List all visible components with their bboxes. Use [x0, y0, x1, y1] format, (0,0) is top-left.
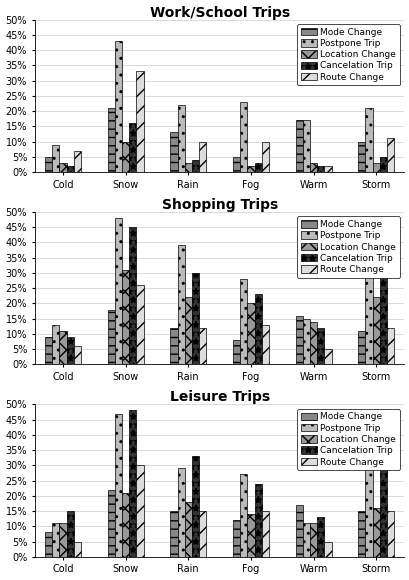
Bar [184, 163, 191, 172]
Bar [45, 532, 52, 557]
Bar [386, 328, 393, 364]
Bar [317, 517, 324, 557]
Bar [66, 511, 74, 557]
Bar [170, 328, 177, 364]
Bar [199, 142, 206, 172]
Bar [122, 142, 129, 172]
Bar [136, 465, 143, 557]
Bar [184, 298, 191, 364]
Bar [191, 456, 199, 557]
Bar [302, 120, 309, 172]
Bar [372, 163, 379, 172]
Bar [379, 270, 386, 364]
Bar [74, 151, 81, 172]
Bar [372, 508, 379, 557]
Bar [52, 144, 59, 172]
Bar [357, 331, 364, 364]
Bar [364, 108, 372, 172]
Bar [309, 322, 317, 364]
Bar [115, 218, 122, 364]
Bar [302, 318, 309, 364]
Bar [261, 511, 268, 557]
Bar [372, 298, 379, 364]
Bar [108, 108, 115, 172]
Bar [357, 511, 364, 557]
Bar [108, 490, 115, 557]
Bar [170, 511, 177, 557]
Bar [247, 514, 254, 557]
Bar [136, 71, 143, 172]
Bar [122, 270, 129, 364]
Bar [129, 123, 136, 172]
Bar [295, 120, 302, 172]
Bar [232, 340, 240, 364]
Bar [302, 523, 309, 557]
Bar [324, 542, 331, 557]
Bar [379, 157, 386, 172]
Bar [240, 474, 247, 557]
Bar [45, 157, 52, 172]
Bar [59, 331, 66, 364]
Bar [122, 493, 129, 557]
Bar [45, 337, 52, 364]
Bar [177, 105, 184, 172]
Bar [317, 328, 324, 364]
Bar [129, 227, 136, 364]
Bar [184, 502, 191, 557]
Bar [115, 41, 122, 172]
Bar [240, 279, 247, 364]
Bar [108, 310, 115, 364]
Bar [379, 453, 386, 557]
Bar [254, 163, 261, 172]
Bar [232, 157, 240, 172]
Bar [191, 160, 199, 172]
Bar [295, 505, 302, 557]
Legend: Mode Change, Postpone Trip, Location Change, Cancelation Trip, Route Change: Mode Change, Postpone Trip, Location Cha… [296, 409, 399, 470]
Bar [52, 325, 59, 364]
Bar [254, 484, 261, 557]
Bar [364, 462, 372, 557]
Bar [74, 542, 81, 557]
Bar [247, 303, 254, 364]
Bar [115, 414, 122, 557]
Bar [254, 294, 261, 364]
Title: Work/School Trips: Work/School Trips [149, 6, 289, 20]
Bar [386, 139, 393, 172]
Bar [232, 520, 240, 557]
Bar [324, 166, 331, 172]
Bar [66, 337, 74, 364]
Bar [74, 346, 81, 364]
Bar [199, 328, 206, 364]
Bar [66, 166, 74, 172]
Bar [364, 255, 372, 364]
Title: Shopping Trips: Shopping Trips [161, 198, 277, 212]
Bar [317, 166, 324, 172]
Bar [309, 163, 317, 172]
Bar [129, 411, 136, 557]
Bar [59, 523, 66, 557]
Bar [357, 142, 364, 172]
Bar [52, 523, 59, 557]
Bar [136, 285, 143, 364]
Bar [199, 511, 206, 557]
Title: Leisure Trips: Leisure Trips [169, 390, 269, 404]
Bar [261, 325, 268, 364]
Bar [191, 273, 199, 364]
Bar [170, 132, 177, 172]
Bar [295, 316, 302, 364]
Bar [324, 349, 331, 364]
Legend: Mode Change, Postpone Trip, Location Change, Cancelation Trip, Route Change: Mode Change, Postpone Trip, Location Cha… [296, 24, 399, 85]
Legend: Mode Change, Postpone Trip, Location Change, Cancelation Trip, Route Change: Mode Change, Postpone Trip, Location Cha… [296, 216, 399, 278]
Bar [177, 245, 184, 364]
Bar [261, 142, 268, 172]
Bar [177, 469, 184, 557]
Bar [386, 511, 393, 557]
Bar [309, 523, 317, 557]
Bar [59, 163, 66, 172]
Bar [247, 166, 254, 172]
Bar [240, 102, 247, 172]
